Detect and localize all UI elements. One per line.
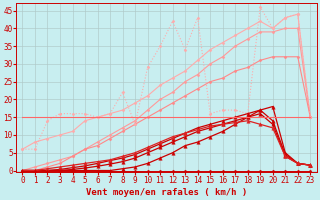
- X-axis label: Vent moyen/en rafales ( km/h ): Vent moyen/en rafales ( km/h ): [86, 188, 247, 197]
